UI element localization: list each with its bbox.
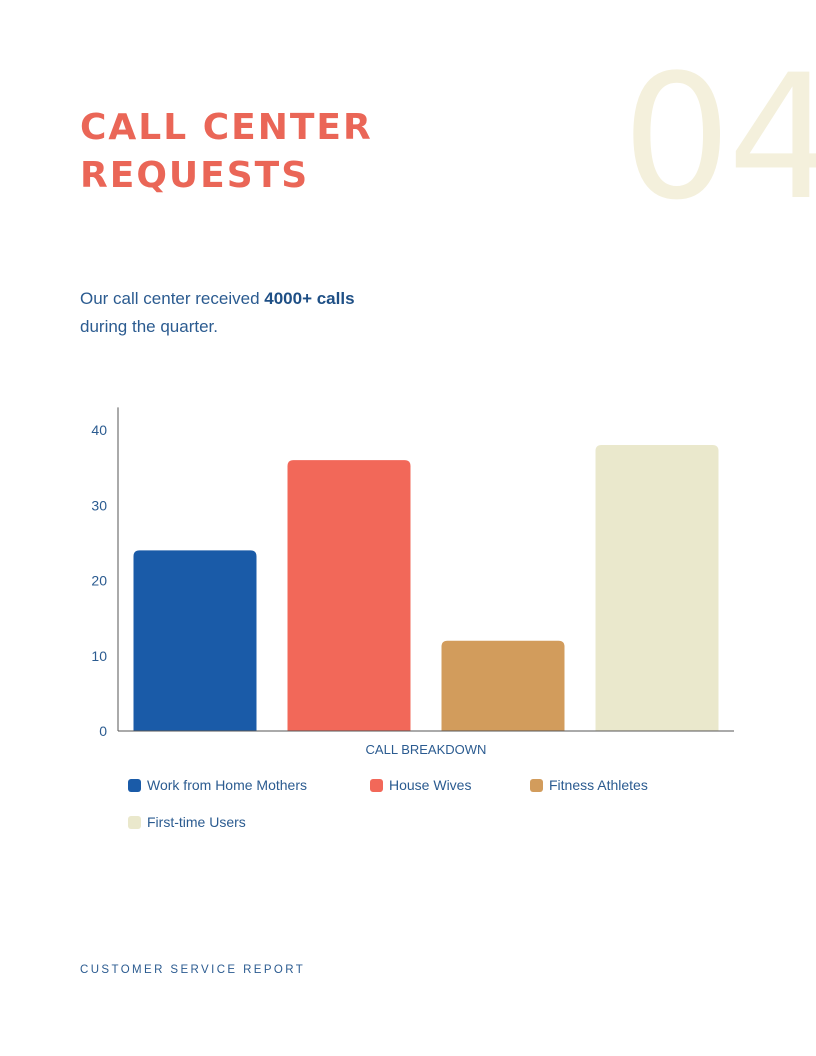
page-number: 04 (622, 37, 816, 238)
footer: CUSTOMER SERVICE REPORT (80, 964, 306, 976)
intro-text: Our call center received 4000+ calls dur… (80, 289, 355, 336)
title-line: CALL CENTER (80, 107, 373, 148)
y-tick-label: 20 (91, 573, 107, 589)
bar (441, 640, 565, 731)
legend-swatch (128, 778, 141, 792)
legend-swatch (370, 778, 383, 792)
intro-highlight: 4000+ calls (264, 289, 355, 308)
y-tick-label: 30 (91, 497, 107, 513)
legend-swatch (128, 815, 141, 829)
y-tick-label: 10 (91, 648, 107, 664)
legend-item: First-time Users (128, 814, 246, 830)
y-tick-label: 40 (91, 422, 107, 438)
legend-item: Work from Home Mothers (128, 777, 307, 793)
bar (133, 550, 257, 731)
x-axis-label: CALL BREAKDOWN (366, 742, 487, 757)
bar (595, 445, 719, 731)
page-title: CALL CENTER REQUESTS (80, 104, 373, 200)
legend-label: First-time Users (147, 814, 246, 830)
title-line: REQUESTS (80, 155, 310, 196)
bar (287, 460, 411, 731)
legend-label: Fitness Athletes (549, 777, 648, 793)
legend-swatch (530, 778, 543, 792)
y-tick-label: 0 (99, 723, 107, 739)
legend-item: House Wives (370, 777, 471, 793)
legend-item: Fitness Athletes (530, 777, 648, 793)
legend-label: House Wives (389, 777, 472, 793)
legend-label: Work from Home Mothers (147, 777, 307, 793)
